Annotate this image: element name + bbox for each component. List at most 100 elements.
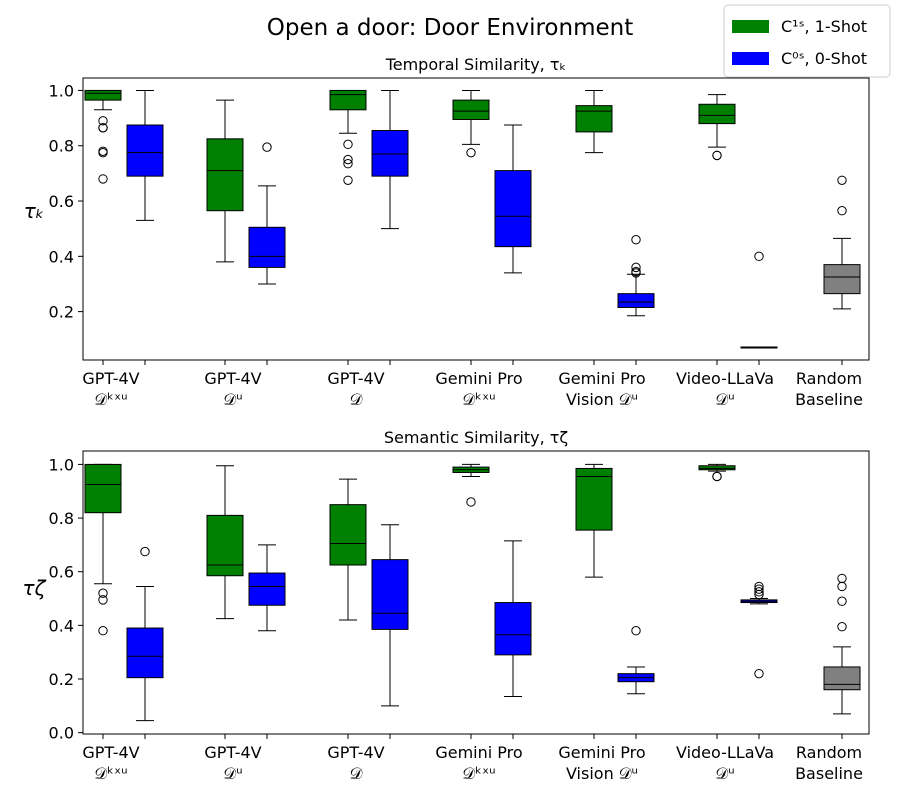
box-temporal-0-shot [126, 124, 164, 177]
box-semantic-1-shot [329, 504, 367, 566]
box-semantic-0-shot [126, 627, 164, 679]
outlier-point-semantic-random-baseline [837, 573, 847, 584]
x-category-label-temporal: GPT-4V [204, 369, 261, 388]
legend-label-0-shot: C⁰ˢ, 0-Shot [781, 49, 867, 68]
box-semantic-random-baseline [823, 666, 861, 691]
x-category-label-semantic: Gemini Pro [435, 743, 522, 762]
panel-title-temporal: Temporal Similarity, τₖ [385, 55, 567, 74]
outlier-point-semantic-0-shot [754, 668, 764, 679]
x-category-sublabel-temporal: 𝒟ᵏˣᵘ [462, 390, 495, 409]
outlier-point-temporal-1-shot [712, 150, 722, 161]
x-category-label-temporal: Random [796, 369, 862, 388]
box-temporal-1-shot [206, 138, 244, 212]
box-semantic-1-shot [84, 463, 122, 514]
panel-temporal: Temporal Similarity, τₖ τₖ 0.2 0.4 0.6 0.8 1… [24, 55, 870, 409]
panel-temporal-marks: 0.2 0.4 0.6 0.8 1.0 GPT-4V 𝒟ᵏˣᵘ GPT-4V 𝒟ᵘ GPT-4V 𝒟… [49, 81, 863, 409]
panel-semantic: Semantic Similarity, τζ τζ 0.00.20.40.60… [23, 428, 870, 783]
box-temporal-random-baseline [823, 264, 861, 295]
outlier-point-temporal-0-shot [631, 262, 641, 273]
x-category-label-temporal: Video-LLaVa [676, 369, 774, 388]
plot-frame-temporal [82, 77, 870, 361]
outlier-point-semantic-0-shot [754, 584, 764, 594]
panel-semantic-marks: 0.0 0.2 0.4 0.6 0.8 1.0 GPT-4V 𝒟ᵏˣᵘ GPT-4V 𝒟ᵘ GPT-… [49, 455, 863, 783]
y-tick-label-semantic: 0.2 [49, 670, 74, 689]
x-category-label-semantic: Video-LLaVa [676, 743, 774, 762]
x-category-label-semantic: Gemini Pro [558, 743, 645, 762]
box-semantic-1-shot [575, 467, 613, 531]
outlier-point-temporal-1-shot [98, 116, 108, 126]
y-tick-label-temporal: 0.4 [49, 247, 74, 266]
box-temporal-1-shot [452, 99, 490, 120]
x-category-sublabel-temporal: Vision 𝒟ᵘ [566, 390, 638, 409]
y-tick-label-semantic: 0.0 [49, 724, 74, 743]
figure-title: Open a door: Door Environment [267, 15, 633, 41]
x-category-label-semantic: Random [796, 743, 862, 762]
x-category-sublabel-semantic: 𝒟ᵏˣᵘ [94, 764, 127, 783]
x-category-label-semantic: GPT-4V [82, 743, 139, 762]
outlier-point-temporal-1-shot [343, 154, 353, 165]
y-tick-label-semantic: 0.6 [49, 563, 74, 582]
x-category-sublabel-temporal: 𝒟ᵘ [715, 390, 734, 409]
outlier-point-temporal-1-shot [343, 175, 353, 185]
outlier-point-semantic-1-shot [466, 497, 476, 507]
x-category-sublabel-temporal: 𝒟 [350, 390, 363, 409]
x-category-sublabel-temporal: Baseline [795, 390, 863, 409]
box-temporal-1-shot [329, 89, 367, 111]
y-tick-label-temporal: 0.8 [49, 137, 74, 156]
outlier-point-semantic-random-baseline [837, 581, 847, 592]
outlier-point-semantic-1-shot [98, 595, 108, 605]
outlier-point-temporal-random-baseline [837, 206, 847, 216]
y-axis-label-semantic: τζ [23, 576, 47, 600]
y-axis-label-temporal: τₖ [24, 199, 45, 223]
legend-swatch-0-shot [732, 52, 769, 65]
outlier-point-temporal-1-shot [466, 147, 476, 158]
outlier-point-semantic-1-shot [98, 588, 108, 598]
y-tick-label-semantic: 1.0 [49, 455, 74, 474]
box-temporal-0-shot [617, 293, 655, 308]
legend: C¹ˢ, 1-Shot C⁰ˢ, 0-Shot [723, 4, 891, 78]
y-tick-label-temporal: 0.6 [49, 192, 74, 211]
outlier-point-temporal-0-shot [631, 235, 641, 245]
x-category-label-semantic: GPT-4V [327, 743, 384, 762]
outlier-point-semantic-0-shot [631, 626, 641, 636]
outlier-point-semantic-1-shot [712, 471, 722, 482]
x-category-sublabel-temporal: 𝒟ᵘ [223, 390, 242, 409]
x-category-sublabel-temporal: 𝒟ᵏˣᵘ [94, 390, 127, 409]
outlier-point-semantic-random-baseline [837, 622, 847, 632]
box-semantic-0-shot [248, 572, 286, 606]
outlier-point-semantic-random-baseline [837, 596, 847, 606]
x-category-sublabel-semantic: 𝒟ᵏˣᵘ [462, 764, 495, 783]
outlier-point-semantic-0-shot [140, 546, 150, 557]
y-tick-label-semantic: 0.8 [49, 509, 74, 528]
outlier-point-temporal-1-shot [98, 147, 108, 158]
outlier-point-temporal-1-shot [343, 159, 353, 169]
outlier-point-temporal-1-shot [98, 174, 108, 184]
outlier-point-temporal-random-baseline [837, 175, 847, 185]
outlier-point-temporal-0-shot [631, 268, 641, 278]
x-category-label-temporal: GPT-4V [327, 369, 384, 388]
outlier-point-semantic-0-shot [754, 589, 764, 600]
x-category-label-temporal: Gemini Pro [435, 369, 522, 388]
box-semantic-0-shot [371, 559, 409, 630]
box-semantic-0-shot [494, 602, 532, 656]
x-category-label-semantic: GPT-4V [204, 743, 261, 762]
outlier-point-temporal-0-shot [754, 251, 764, 262]
box-temporal-1-shot [84, 89, 122, 101]
x-category-label-temporal: Gemini Pro [558, 369, 645, 388]
box-temporal-0-shot [494, 170, 532, 248]
panel-title-semantic: Semantic Similarity, τζ [384, 428, 568, 447]
x-category-label-temporal: GPT-4V [82, 369, 139, 388]
legend-label-1-shot: C¹ˢ, 1-Shot [781, 17, 867, 36]
x-category-sublabel-semantic: Vision 𝒟ᵘ [566, 764, 638, 783]
outlier-point-semantic-0-shot [754, 587, 764, 597]
box-temporal-0-shot [371, 130, 409, 177]
outlier-point-temporal-1-shot [98, 123, 108, 133]
box-temporal-0-shot [248, 226, 286, 268]
x-category-sublabel-semantic: 𝒟 [350, 764, 363, 783]
x-category-sublabel-semantic: 𝒟ᵘ [715, 764, 734, 783]
box-temporal-1-shot [698, 103, 736, 125]
plot-frame-semantic [82, 450, 870, 735]
box-temporal-1-shot [575, 105, 613, 133]
y-tick-label-temporal: 0.2 [49, 303, 74, 322]
